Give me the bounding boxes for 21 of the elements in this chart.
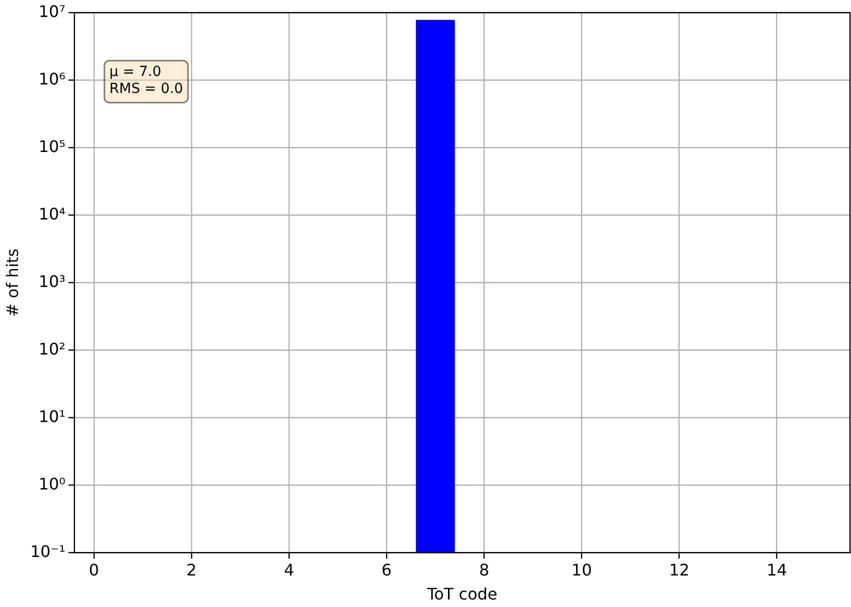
y-tick-label: 10⁰ bbox=[38, 474, 66, 494]
y-tick-label: 10³ bbox=[38, 272, 66, 291]
y-axis-title: # of hits bbox=[2, 248, 22, 317]
y-tick-label: 10² bbox=[38, 339, 66, 358]
x-tick-label: 6 bbox=[382, 560, 392, 580]
x-tick-label: 2 bbox=[186, 560, 197, 580]
x-tick-label: 0 bbox=[88, 560, 100, 580]
x-tick-label: 4 bbox=[284, 560, 294, 580]
y-tick-label: 10⁵ bbox=[38, 136, 66, 156]
y-tick-label: 10⁷ bbox=[38, 2, 66, 21]
annotation: RMS = 0.0 bbox=[109, 81, 184, 98]
x-tick-label: 14 bbox=[766, 560, 788, 580]
x-tick-label: 12 bbox=[669, 560, 690, 580]
y-tick-label: 10⁶ bbox=[38, 69, 66, 88]
y-tick-label: 10⁻¹ bbox=[30, 542, 66, 561]
x-tick-label: 8 bbox=[479, 560, 490, 580]
y-tick-label: 10⁴ bbox=[38, 204, 66, 224]
y-tick-label: 10¹ bbox=[38, 406, 66, 426]
annotation: μ = 7.0 bbox=[109, 64, 162, 80]
x-axis-title: ToT code bbox=[426, 584, 498, 604]
x-tick-label: 10 bbox=[572, 560, 592, 580]
